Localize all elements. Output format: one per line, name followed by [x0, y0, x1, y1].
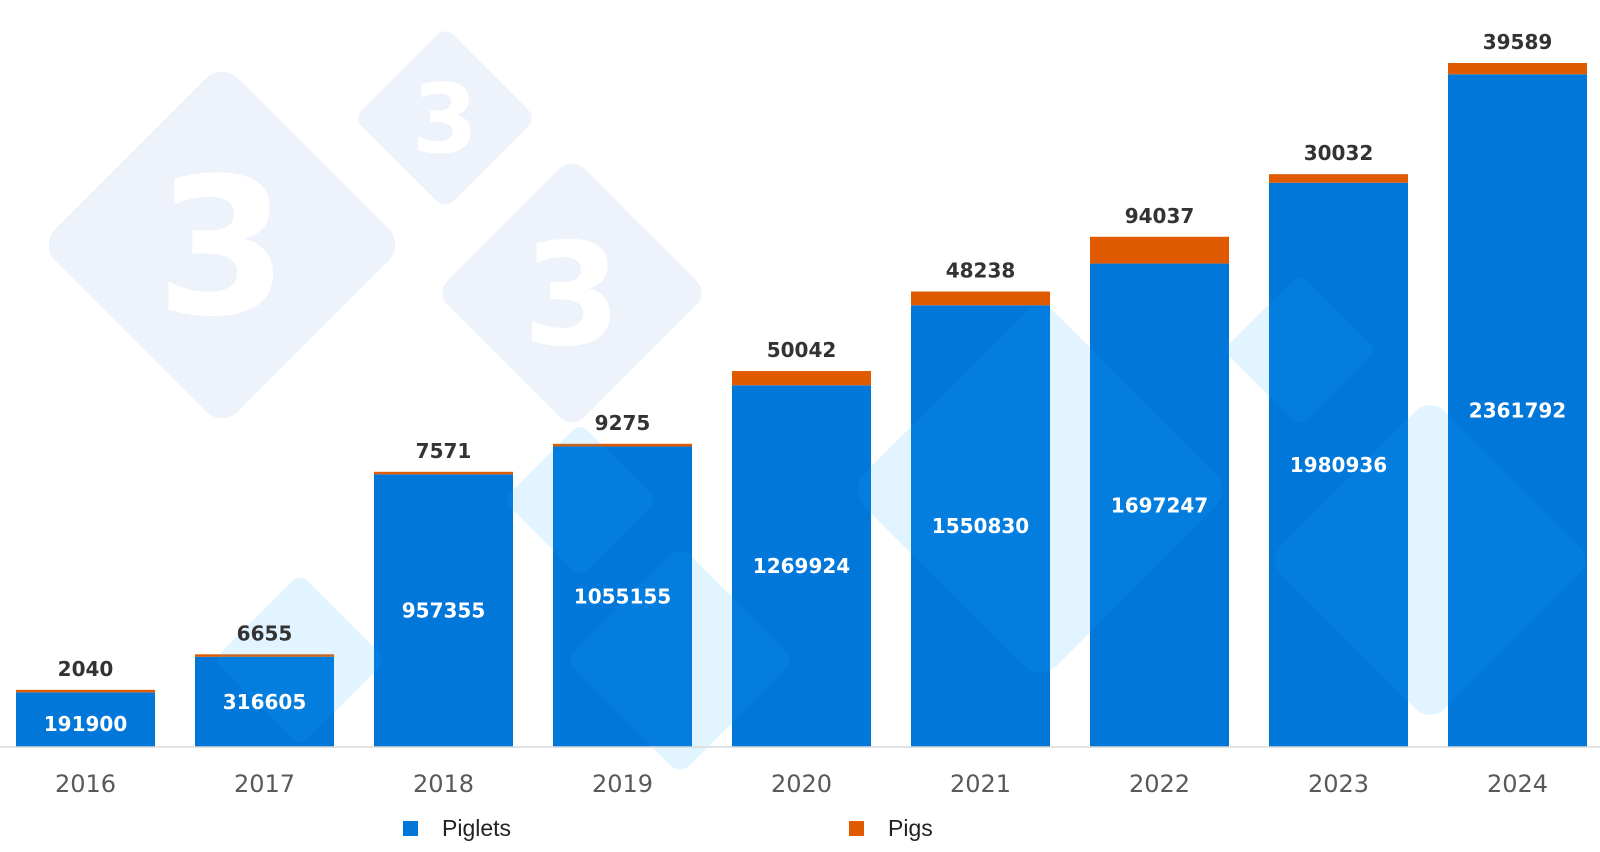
x-tick-label-2019: 2019	[592, 770, 653, 798]
x-tick-label-2016: 2016	[55, 770, 116, 798]
data-label-piglets-2024: 2361792	[1469, 399, 1566, 423]
watermark-overlay-diamond-icon	[857, 307, 1223, 673]
watermark-overlay-layer	[217, 277, 1586, 770]
legend-label-piglets: Piglets	[442, 815, 512, 841]
data-label-pigs-2018: 7571	[416, 439, 472, 463]
watermark-overlay-diamond-icon	[1227, 277, 1373, 423]
bar-piglets-2016	[16, 692, 155, 747]
bar-pigs-2024	[1448, 63, 1587, 75]
bar-pigs-2019	[553, 443, 692, 447]
bar-pigs-2020	[732, 371, 871, 386]
data-label-pigs-2019: 9275	[595, 411, 651, 435]
data-label-piglets-2021: 1550830	[932, 514, 1029, 538]
bar-pigs-2021	[911, 291, 1050, 306]
legend-item-piglets: Piglets	[403, 815, 511, 842]
legend-item-pigs: Pigs	[849, 815, 933, 842]
data-label-piglets-2023: 1980936	[1290, 453, 1387, 477]
watermark-overlay-diamond-icon	[217, 577, 383, 743]
watermark-glyph: 3	[523, 213, 622, 378]
bar-piglets-2023	[1269, 182, 1408, 747]
bar-piglets-2020	[732, 385, 871, 747]
x-tick-label-2021: 2021	[950, 770, 1011, 798]
data-label-pigs-2023: 30032	[1304, 141, 1374, 165]
watermark-logo-layer: 333	[48, 31, 702, 423]
bar-piglets-2018	[374, 474, 513, 747]
data-label-pigs-2022: 94037	[1125, 204, 1195, 228]
legend-label-pigs: Pigs	[888, 815, 933, 841]
data-label-pigs-2017: 6655	[237, 621, 293, 645]
bar-piglets-2022	[1090, 263, 1229, 747]
data-label-pigs-2020: 50042	[767, 338, 837, 362]
legend-swatch-pigs	[849, 821, 864, 836]
bar-pigs-2022	[1090, 236, 1229, 264]
bar-pigs-2016	[16, 689, 155, 693]
bar-pigs-2017	[195, 654, 334, 657]
data-label-piglets-2022: 1697247	[1111, 493, 1208, 517]
bar-pigs-2023	[1269, 174, 1408, 183]
x-tick-label-2023: 2023	[1308, 770, 1369, 798]
labels-layer: 191900 2040 2016 316605 6655 2017 957355 7571 20…	[44, 30, 1566, 798]
bar-piglets-2017	[195, 656, 334, 747]
watermark-diamond-icon: 3	[442, 163, 702, 423]
data-label-piglets-2017: 316605	[223, 690, 307, 714]
watermark-overlay-diamond-icon	[1274, 404, 1586, 716]
watermark-diamond-icon: 3	[358, 31, 532, 205]
watermark-overlay-diamond-icon	[507, 427, 653, 573]
bar-piglets-2019	[553, 446, 692, 747]
x-tick-label-2022: 2022	[1129, 770, 1190, 798]
x-tick-label-2017: 2017	[234, 770, 295, 798]
data-label-pigs-2024: 39589	[1483, 30, 1553, 54]
data-label-piglets-2019: 1055155	[574, 585, 671, 609]
watermark-glyph: 3	[156, 137, 288, 358]
bar-pigs-2018	[374, 471, 513, 475]
legend-swatch-piglets	[403, 821, 418, 836]
x-tick-label-2018: 2018	[413, 770, 474, 798]
data-label-pigs-2021: 48238	[946, 259, 1016, 283]
data-label-piglets-2018: 957355	[402, 599, 486, 623]
x-tick-label-2024: 2024	[1487, 770, 1548, 798]
watermark-glyph: 3	[412, 65, 478, 175]
bar-piglets-2021	[911, 305, 1050, 747]
bar-piglets-2024	[1448, 74, 1587, 748]
data-label-piglets-2020: 1269924	[753, 554, 850, 578]
watermark-diamond-icon: 3	[48, 71, 396, 419]
x-tick-label-2020: 2020	[771, 770, 832, 798]
watermark-overlay-diamond-icon	[570, 550, 790, 770]
data-label-piglets-2016: 191900	[44, 712, 128, 736]
data-label-pigs-2016: 2040	[58, 657, 114, 681]
bars-layer	[16, 63, 1587, 748]
